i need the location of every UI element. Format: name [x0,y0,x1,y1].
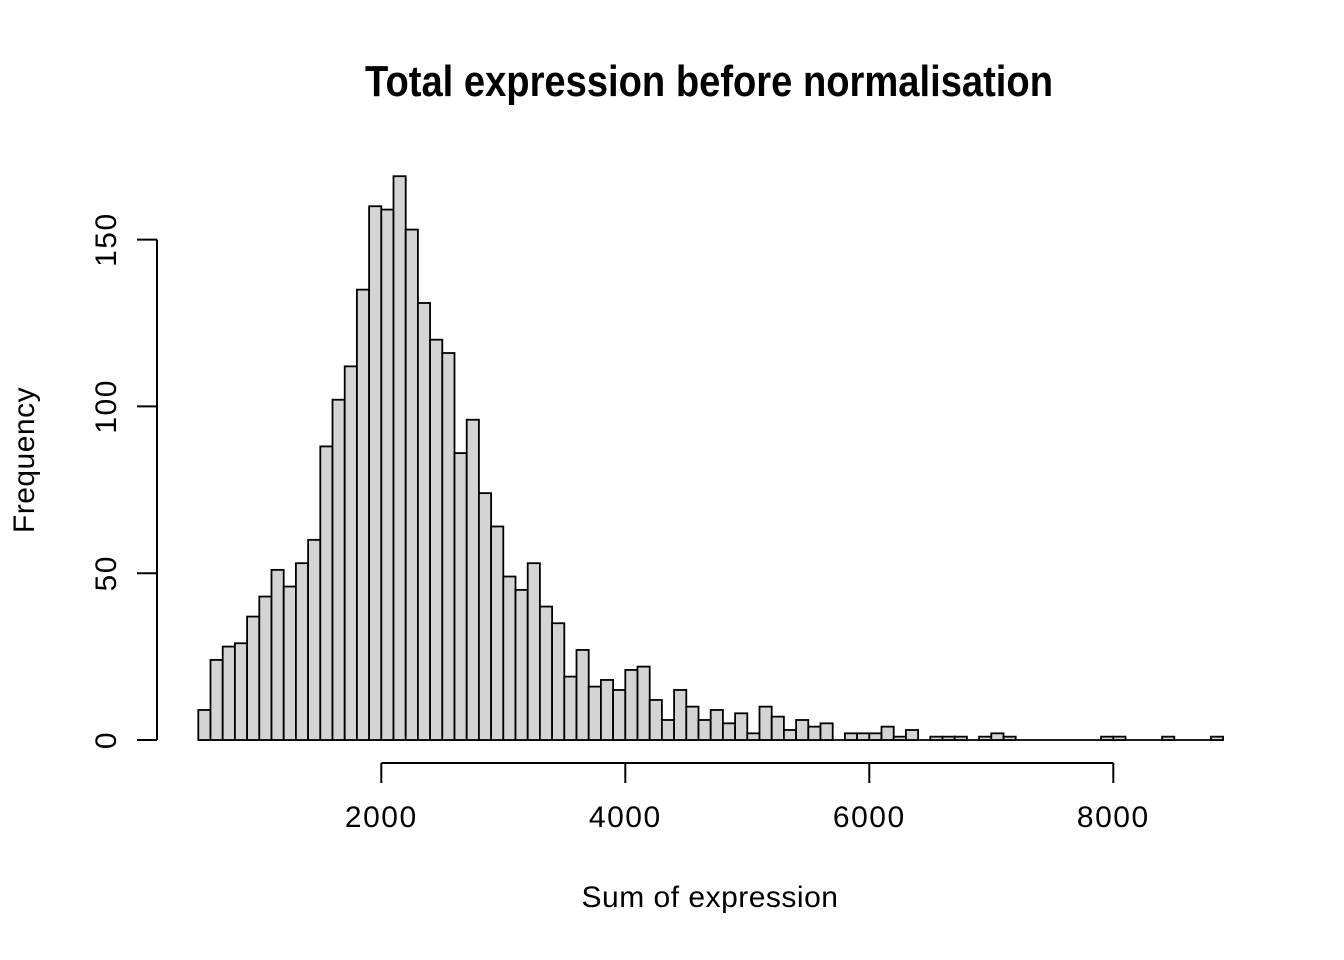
histogram-bar [770,715,785,741]
histogram-bar [1100,735,1115,741]
histogram-bar [490,525,505,741]
histogram-bar [953,735,968,741]
histogram-bar [1002,735,1017,741]
histogram-bar [600,679,615,741]
histogram-bar [429,338,444,741]
histogram-bar [868,732,883,741]
histogram-bar [514,588,529,741]
histogram-bar [929,735,944,741]
histogram-bar [709,709,724,741]
histogram-bar [355,288,370,741]
histogram-bar [502,575,517,741]
histogram-bar [416,302,431,741]
histogram-bar [233,642,248,741]
histogram-bar [270,568,285,741]
histogram-bar [319,445,334,741]
histogram-bar [844,732,859,741]
x-tick-label: 8000 [1077,801,1150,834]
histogram-bar [819,722,834,741]
histogram-bar [722,722,737,741]
y-tick-label: 150 [90,212,123,267]
histogram-bar [404,228,419,741]
histogram-bar [783,729,798,741]
histogram-bar [648,699,663,741]
histogram-bar [1112,735,1127,741]
axes: 0 50 100 150 2000 4000 6000 8000 [90,212,1150,834]
histogram-bar [331,398,346,741]
histogram-bar [441,352,456,741]
x-tick-label: 6000 [833,801,906,834]
histogram-bar [685,705,700,741]
histogram-bar [880,725,895,741]
histogram-bar [221,645,236,741]
histogram-bar [465,418,480,741]
histogram-bar [758,705,773,741]
histogram-bar [697,719,712,741]
histogram-bar [282,585,297,741]
histogram-bar [343,365,358,741]
histogram-bar [477,492,492,741]
histogram-bar [294,562,309,741]
histogram-bar [734,712,749,741]
x-tick-label: 4000 [589,801,662,834]
histogram-bar [453,452,468,741]
y-tick-label: 50 [90,555,123,591]
histogram-bar [539,605,554,741]
y-axis-label: Frequency [8,387,41,533]
histogram-bar [856,732,871,741]
x-tick-label: 2000 [345,801,418,834]
histogram-bar [392,175,407,741]
histogram-bar [551,622,566,741]
histogram-bar [795,719,810,741]
histogram-bar [892,735,907,741]
histogram-bar [258,595,273,741]
histogram-bar [941,735,956,741]
histogram-bar [636,665,651,741]
chart-title: Total expression before normalisation [365,57,1053,106]
histogram-bar [978,735,993,741]
histogram-bar [197,709,212,741]
x-axis-label: Sum of expression [582,881,839,914]
histogram-bar [673,689,688,741]
histogram-bar [368,205,383,741]
histogram-bars [197,175,1225,741]
histogram-bar [380,208,395,741]
histogram-bar [661,719,676,741]
histogram-bar [624,669,639,741]
histogram-bar [612,689,627,741]
histogram-bar [1210,735,1225,741]
histogram-bar [209,659,224,741]
histogram-bar [587,685,602,741]
histogram-bar [746,732,761,741]
histogram-bar [307,538,322,741]
y-tick-label: 0 [90,731,123,749]
histogram-bar [1161,735,1176,741]
histogram-bar [575,649,590,741]
histogram-bar [563,675,578,741]
histogram-bar [807,725,822,741]
histogram-bar [526,562,541,741]
histogram-bar [990,732,1005,741]
histogram-bar [246,615,261,741]
histogram-bar [905,729,920,741]
y-tick-label: 100 [90,379,123,434]
